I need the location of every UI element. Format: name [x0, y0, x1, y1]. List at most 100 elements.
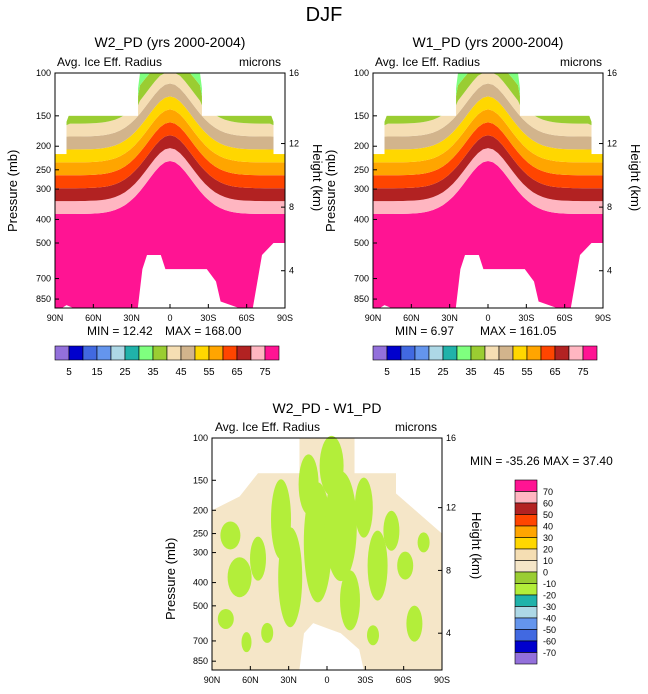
- panel1-x-tick-label: 0: [167, 313, 172, 323]
- panel1-colorbar-swatch: [208, 345, 224, 361]
- panel1-y-right-tick-label: 4: [289, 266, 294, 276]
- panel2-x-tick-label: 90S: [595, 313, 611, 323]
- panel1-x-tick-label: 90S: [277, 313, 293, 323]
- panel3-contour-blob: [383, 510, 400, 551]
- panel3-y-tick-label: 200: [193, 505, 208, 515]
- panel1-min-label: MIN = 12.42: [87, 324, 153, 338]
- panel1-colorbar-swatch: [250, 345, 266, 361]
- panel3-colorbar-label: 20: [543, 545, 553, 555]
- panel2-y-right-tick-label: 8: [607, 202, 612, 212]
- panel3-x-tick-label: 90S: [434, 675, 450, 685]
- panel1-colorbar-swatch: [194, 345, 210, 361]
- panel3-y-right-tick-label: 4: [446, 628, 451, 638]
- panel3-colorbar-label: 70: [543, 487, 553, 497]
- panel1-y-tick-label: 700: [36, 274, 51, 284]
- panel2-y-right-axis-label: Height (km): [628, 144, 643, 212]
- figure-title: DJF: [305, 4, 343, 26]
- panel2-colorbar-swatch: [554, 345, 570, 361]
- panel3-contour-blob: [417, 532, 430, 553]
- panel3-surface-mask: [299, 623, 364, 670]
- panel1-colorbar-swatch: [222, 345, 238, 361]
- panel3-plot: 100 150 200 250 300 400 500 700 850 16 12 8 4 90N 60N 3…: [193, 433, 456, 685]
- panel3-colorbar-swatch: [514, 514, 538, 527]
- panel1-colorbar-swatch: [82, 345, 98, 361]
- panel3-x-tick-label: 30S: [357, 675, 373, 685]
- panel1-contour-band: [55, 161, 285, 308]
- panel2-colorbar-swatch: [386, 345, 402, 361]
- panel2-colorbar-swatch: [400, 345, 416, 361]
- panel3-contour-blob: [241, 632, 252, 653]
- panel2-contour-band: [373, 161, 603, 308]
- panel1-colorbar-swatch: [138, 345, 154, 361]
- panel1-y-axis-label: Pressure (mb): [5, 149, 20, 232]
- panel3-title: W2_PD - W1_PD: [272, 400, 382, 416]
- panel1-y-tick-label: 850: [36, 294, 51, 304]
- panel3-y-right-tick-label: 8: [446, 565, 451, 575]
- panel2-contour-band: [373, 135, 603, 202]
- panel3-contour-blob: [354, 477, 373, 538]
- panel2-colorbar-swatch: [568, 345, 584, 361]
- panel1-y-tick-label: 300: [36, 184, 51, 194]
- panel3-colorbar-label: 50: [543, 510, 553, 520]
- panel3-colorbar-swatch: [514, 606, 538, 619]
- panel2-mask: [519, 73, 603, 116]
- panel1-colorbar-swatch: [96, 345, 112, 361]
- panel1-colorbar-label: 75: [259, 367, 271, 378]
- panel3-minmax-label: MIN = -35.26 MAX = 37.40: [470, 454, 613, 468]
- panel2-y-tick-label: 850: [354, 294, 369, 304]
- panel1-plot: 100 150 200 250 300 400 500 700 850 16 12 8 4 90N 60N 3…: [36, 68, 299, 323]
- panel2-colorbar-swatch: [470, 345, 486, 361]
- panel2-y-tick-label: 400: [354, 214, 369, 224]
- panel2-variable-label: Avg. Ice Eff. Radius: [375, 55, 480, 69]
- panel1-colorbar-swatch: [54, 345, 70, 361]
- panel1-field: [55, 73, 285, 308]
- panel2-colorbar-label: 45: [493, 367, 505, 378]
- panel2-title: W1_PD (yrs 2000-2004): [412, 34, 564, 50]
- panel3-colorbar-swatch: [514, 525, 538, 538]
- panel2-colorbar-swatch: [512, 345, 528, 361]
- panel3-contour-blob: [324, 471, 357, 582]
- panel2-units-label: microns: [560, 55, 603, 69]
- panel1-colorbar-label: 15: [91, 367, 103, 378]
- panel1-y-tick-label: 200: [36, 141, 51, 151]
- panel1-colorbar-swatch: [68, 345, 84, 361]
- panel3-colorbar-label: -20: [543, 591, 556, 601]
- panel1-y-tick-label: 150: [36, 111, 51, 121]
- panel2-colorbar-swatch: [540, 345, 556, 361]
- panel3-mask: [212, 438, 300, 511]
- panel2-field: [373, 73, 603, 308]
- panel3-colorbar-swatch: [514, 629, 538, 642]
- panel1-y-right-tick-label: 8: [289, 202, 294, 212]
- panel2-x-tick-label: 90N: [365, 313, 382, 323]
- panel2-colorbar: 5 15 25 35 45 55 65 75: [372, 345, 598, 378]
- panel1-contour-band: [55, 109, 285, 176]
- panel3-contour-blob: [220, 521, 241, 550]
- panel1-y-right-tick-label: 16: [289, 68, 299, 78]
- panel2-contour-band: [373, 148, 603, 214]
- panel2-y-tick-label: 100: [354, 68, 369, 78]
- panel3-colorbar-swatch: [514, 617, 538, 630]
- panel2-colorbar-swatch: [414, 345, 430, 361]
- panel3-colorbar-swatch: [514, 560, 538, 573]
- panel2-colorbar-swatch: [582, 345, 598, 361]
- panel3-y-tick-label: 250: [193, 529, 208, 539]
- panel2-x-tick-label: 60S: [557, 313, 573, 323]
- panel2-surface-mask: [455, 254, 557, 308]
- panel1-colorbar: 5 15 25 35 45 55 65 75: [54, 345, 280, 378]
- panel2-colorbar-swatch: [526, 345, 542, 361]
- panel1-colorbar-swatch: [236, 345, 252, 361]
- panel1-mask: [55, 73, 139, 116]
- panel2-colorbar-swatch: [498, 345, 514, 361]
- panel1-x-tick-label: 30N: [123, 313, 140, 323]
- panel1-x-tick-label: 60N: [85, 313, 102, 323]
- panel3-contour-blob: [367, 625, 379, 646]
- panel1-colorbar-swatch: [264, 345, 280, 361]
- panel3-contour-blob: [303, 482, 332, 603]
- panel2-y-right-tick-label: 4: [607, 266, 612, 276]
- panel2-colorbar-label: 65: [549, 367, 561, 378]
- panel1-x-tick-label: 30S: [200, 313, 216, 323]
- panel3-y-tick-label: 300: [193, 548, 208, 558]
- panel3-contour-blob: [278, 527, 303, 628]
- panel3-colorbar-label: 0: [543, 568, 548, 578]
